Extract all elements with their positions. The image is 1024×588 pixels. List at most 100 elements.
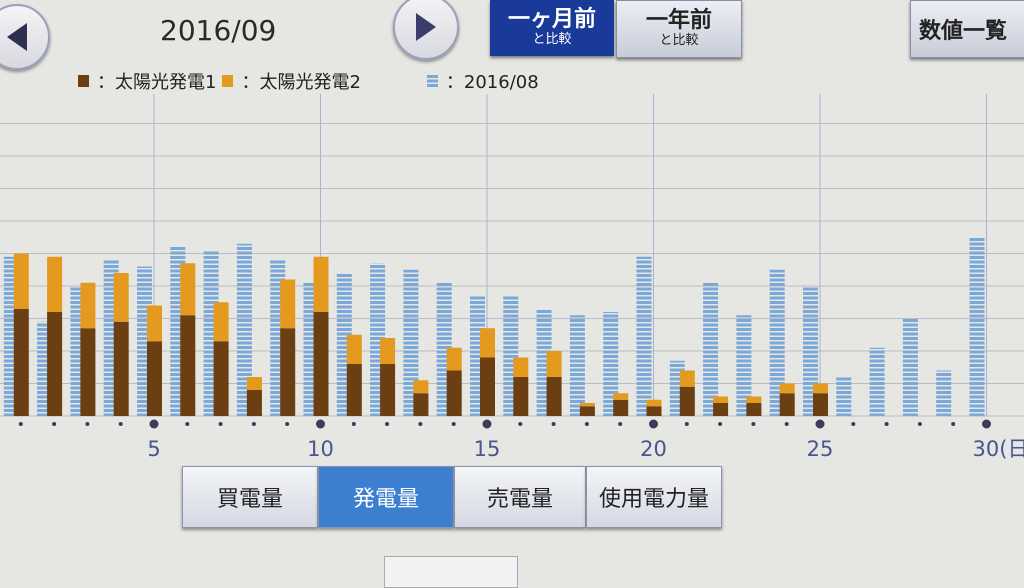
tab-purchased-power[interactable]: 買電量 <box>182 466 318 528</box>
x-tick-dot <box>751 422 756 426</box>
x-tick-dot <box>518 422 523 426</box>
bar-solar2 <box>679 370 695 387</box>
bar-solar1 <box>280 328 296 416</box>
x-tick-dot <box>185 422 190 426</box>
tab-consumed-power[interactable]: 使用電力量 <box>586 466 722 528</box>
x-tick-label: 30(日 <box>973 437 1024 461</box>
bar-solar1 <box>147 341 162 416</box>
bar-solar1 <box>679 386 695 416</box>
x-tick-dot <box>451 422 456 426</box>
bar-solar1 <box>246 390 262 416</box>
bar-solar2 <box>246 377 262 390</box>
next-month-button[interactable] <box>393 0 459 60</box>
bar-solar1 <box>579 406 595 416</box>
bar-solar2 <box>579 403 595 407</box>
compare-year-button[interactable]: 一年前 と比較 <box>616 0 742 58</box>
bar-solar2 <box>147 305 162 342</box>
triangle-right-icon <box>416 13 436 41</box>
bar-solar2 <box>313 256 329 312</box>
legend-swatch-prev <box>426 75 438 87</box>
compare-year-sublabel: と比較 <box>659 33 699 48</box>
bar-solar2 <box>346 334 362 364</box>
bar-solar2 <box>613 393 629 400</box>
bar-prev-month <box>769 269 785 416</box>
compare-month-button[interactable]: 一ヶ月前 と比較 <box>490 0 614 56</box>
compare-year-label: 一年前 <box>645 8 712 33</box>
x-tick-dot <box>52 422 57 426</box>
bar-solar2 <box>546 351 562 377</box>
x-tick-dot <box>618 422 623 426</box>
x-tick-dot <box>649 419 658 429</box>
bottom-button[interactable] <box>384 556 518 588</box>
x-tick-dot <box>418 422 423 426</box>
bar-prev-month <box>869 347 885 416</box>
bar-solar2 <box>480 328 495 358</box>
bar-solar2 <box>213 302 229 342</box>
x-tick-dot <box>951 422 956 426</box>
bar-solar1 <box>80 328 96 416</box>
bar-solar1 <box>513 377 529 416</box>
x-tick-dot <box>218 422 223 426</box>
legend-solar1: ：太陽光発電1 <box>97 72 217 93</box>
x-tick-label: 10 <box>307 437 334 461</box>
bar-solar1 <box>213 341 229 416</box>
value-list-button[interactable]: 数値一覧 <box>910 0 1024 58</box>
x-tick-label: 15 <box>474 437 501 461</box>
bar-solar1 <box>480 357 495 416</box>
bar-solar1 <box>779 393 795 416</box>
bar-solar1 <box>346 364 362 416</box>
legend: ：太陽光発電1 ：太陽光発電2 ：2016/08 <box>78 68 545 94</box>
bar-solar2 <box>47 256 63 312</box>
tab-generated-power[interactable]: 発電量 <box>318 466 454 528</box>
bar-solar1 <box>713 403 729 416</box>
bar-prev-month <box>836 377 852 416</box>
x-tick-dot <box>815 419 825 429</box>
x-tick-dot <box>251 422 256 426</box>
bar-prev-month <box>703 282 719 416</box>
x-tick-dot <box>884 422 889 426</box>
legend-solar2: ：太陽光発電2 <box>241 72 361 93</box>
x-tick-label: 5 <box>147 437 160 461</box>
x-tick-label: 25 <box>807 437 834 461</box>
compare-month-sublabel: と比較 <box>532 32 572 47</box>
generation-chart: 5 10 15 20 25 30(日 <box>0 94 1024 461</box>
x-tick-dot <box>982 419 991 429</box>
bar-solar1 <box>446 370 462 416</box>
x-tick-dot <box>784 422 789 426</box>
x-tick-dot <box>385 422 390 426</box>
x-tick-dot <box>917 422 922 426</box>
previous-month-button[interactable] <box>0 4 50 70</box>
bar-solar1 <box>613 399 629 416</box>
bar-prev-month <box>902 318 918 416</box>
tab-sold-power[interactable]: 売電量 <box>454 466 586 528</box>
bar-solar2 <box>113 273 129 322</box>
x-tick-dot <box>718 422 723 426</box>
bar-solar2 <box>13 253 29 309</box>
bar-prev-month <box>969 237 985 416</box>
bar-solar1 <box>313 312 329 416</box>
x-tick-dot <box>18 422 23 426</box>
bar-prev-month <box>569 315 585 416</box>
x-tick-dot <box>316 419 325 429</box>
bar-solar1 <box>13 308 29 416</box>
bar-solar2 <box>446 347 462 371</box>
bar-solar2 <box>746 396 762 403</box>
bar-solar2 <box>779 383 795 394</box>
bar-prev-month <box>603 312 619 416</box>
bar-solar2 <box>713 396 729 403</box>
bar-solar2 <box>180 263 196 316</box>
compare-month-label: 一ヶ月前 <box>507 7 596 32</box>
x-tick-dot <box>149 419 159 429</box>
x-tick-dot <box>482 419 492 429</box>
triangle-left-icon <box>7 23 27 51</box>
x-tick-dot <box>851 422 856 426</box>
legend-swatch-solar2 <box>222 75 234 87</box>
legend-swatch-solar1 <box>78 75 89 87</box>
bar-solar1 <box>47 312 63 416</box>
x-tick-dot <box>85 422 90 426</box>
bar-prev-month <box>736 315 752 416</box>
x-tick-dot <box>351 422 356 426</box>
x-tick-label: 20 <box>640 437 667 461</box>
bar-solar1 <box>113 321 129 416</box>
bar-solar2 <box>380 338 396 364</box>
